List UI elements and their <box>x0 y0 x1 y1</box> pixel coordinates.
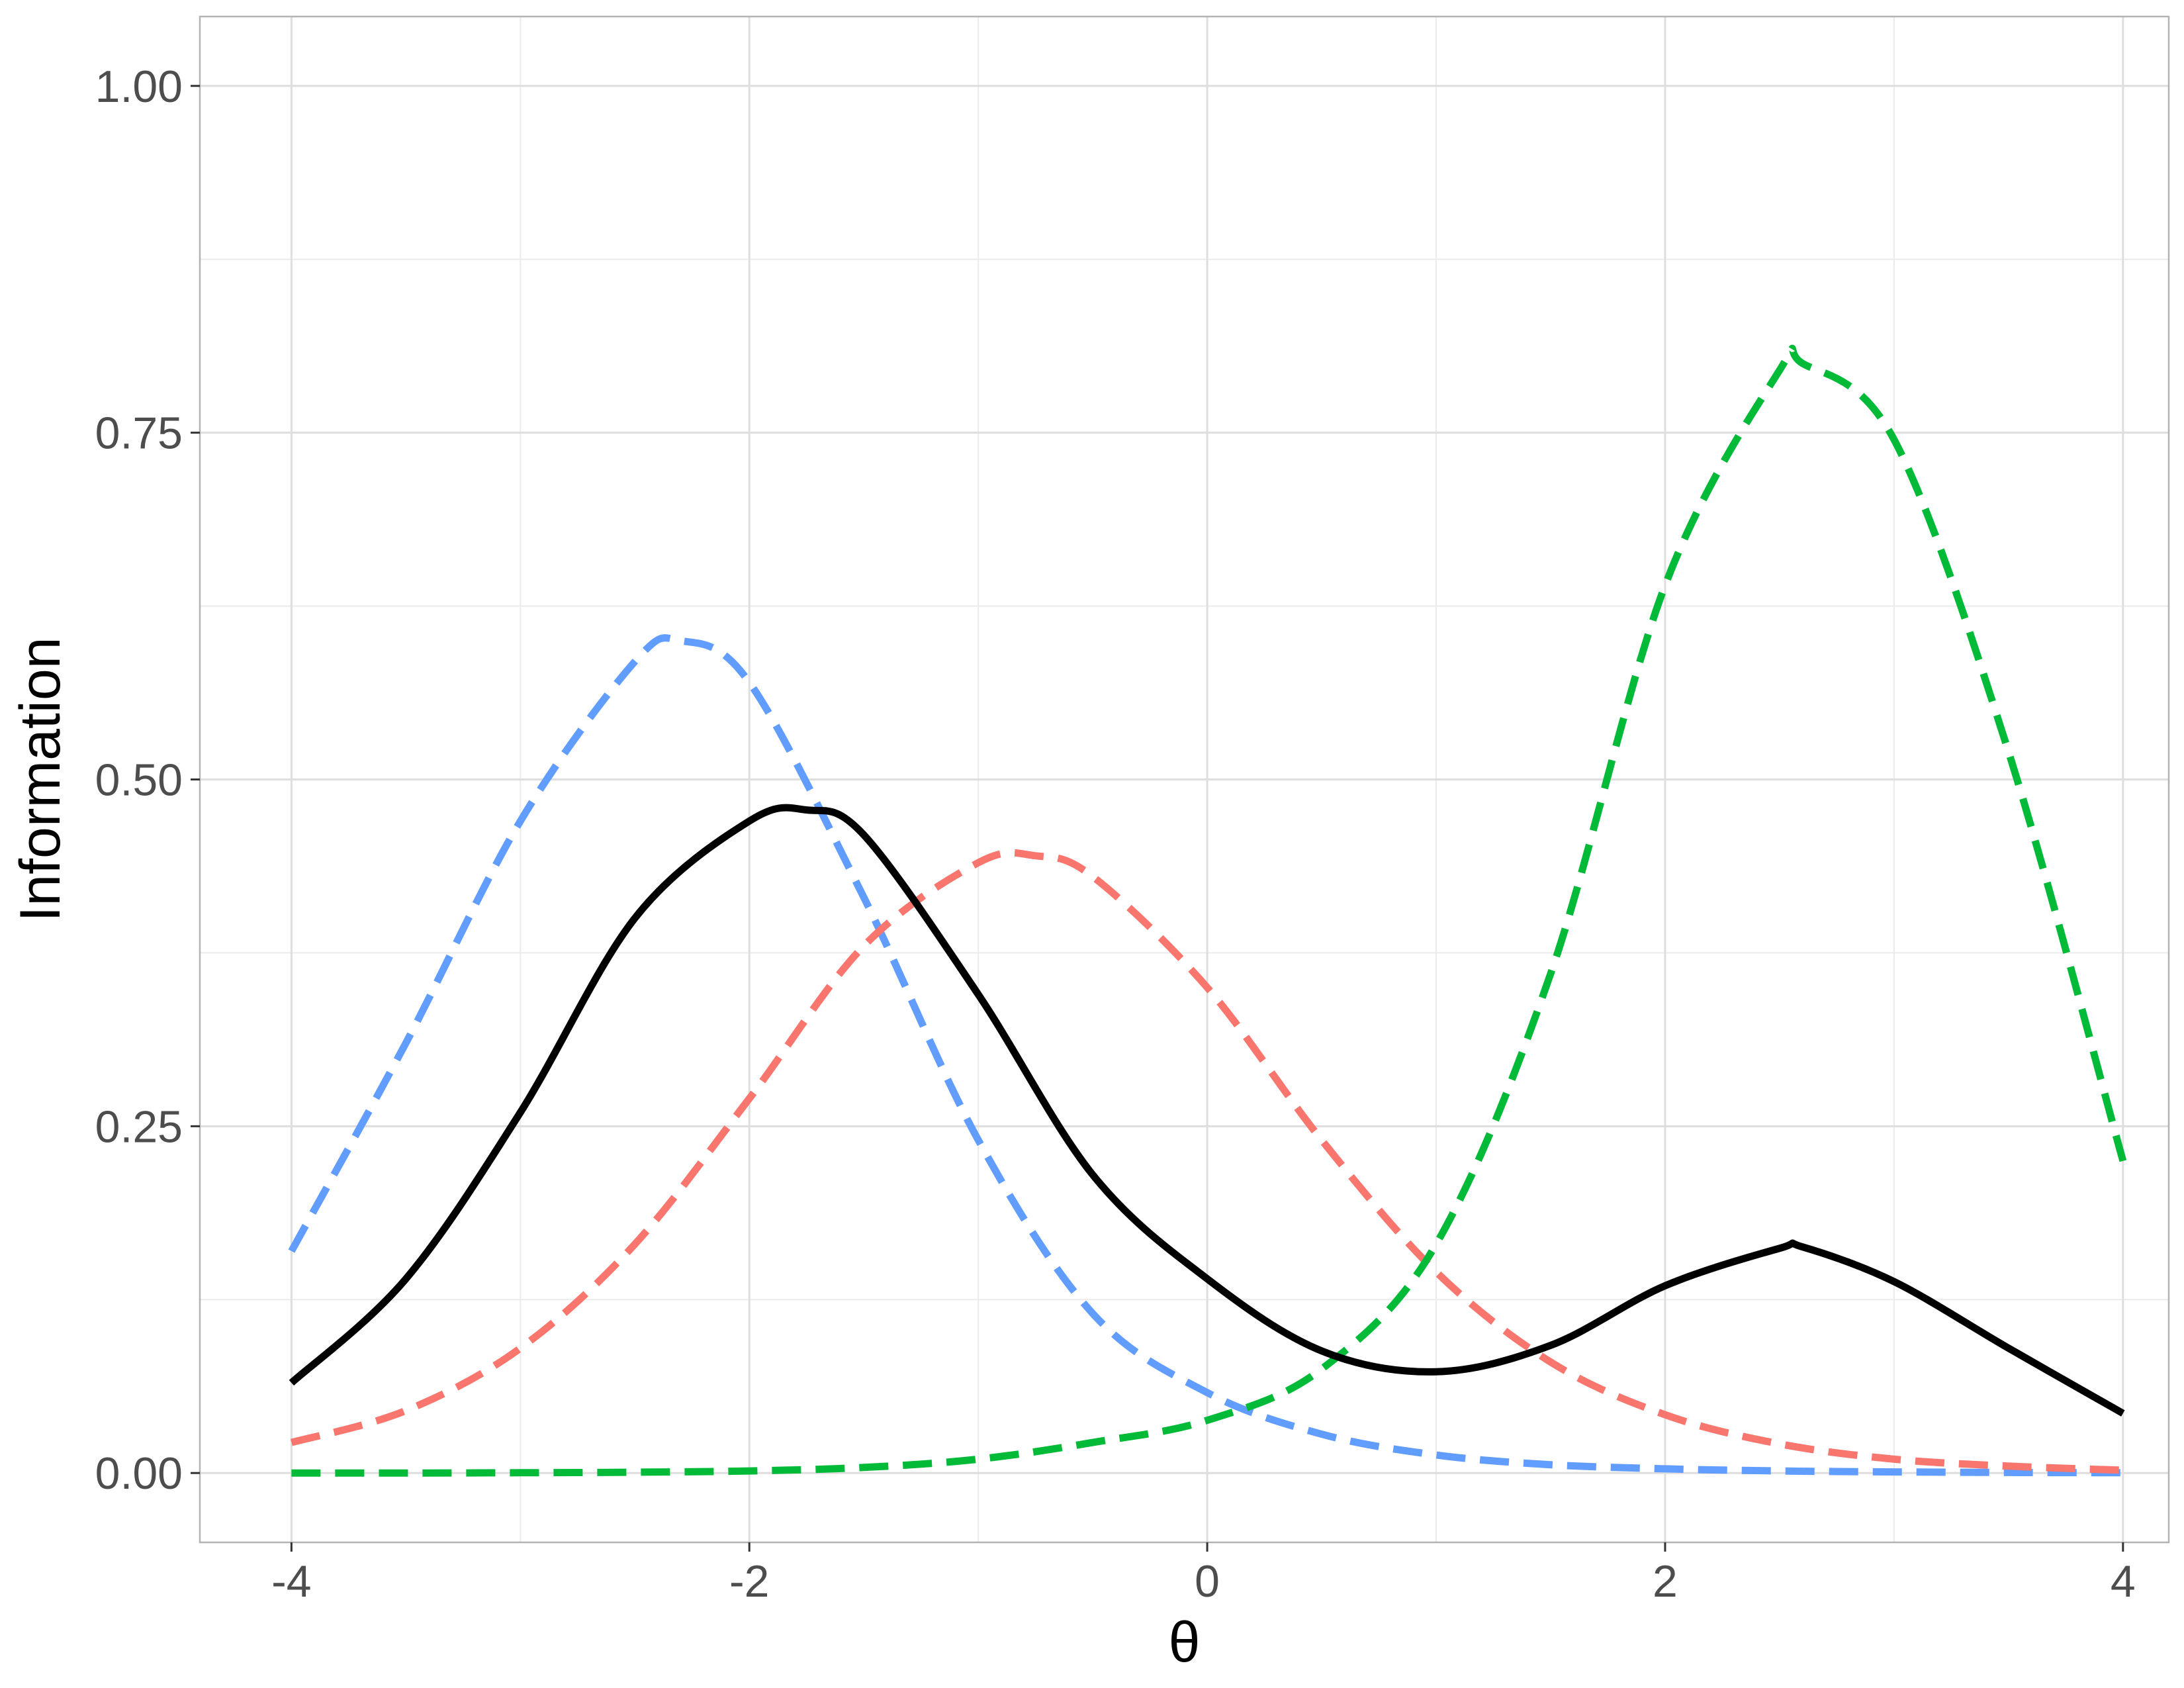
y-axis-title: Information <box>9 637 72 921</box>
y-tick-label: 0.50 <box>95 755 183 806</box>
x-tick-label: 2 <box>1653 1556 1678 1607</box>
series-line-4 <box>291 344 2127 1477</box>
y-tick-label: 0.00 <box>95 1448 183 1499</box>
x-axis-ticks: -4 -2 0 2 4 <box>271 1542 2136 1607</box>
series-line-2 <box>288 634 2123 1477</box>
y-tick-label: 0.25 <box>95 1102 183 1152</box>
y-axis-ticks: 0.00 0.25 0.50 0.75 1.00 <box>95 62 200 1499</box>
series-line-3 <box>290 849 2123 1474</box>
x-axis-title: θ <box>1169 1611 1201 1674</box>
x-tick-label: -4 <box>271 1556 311 1607</box>
series-line-1 <box>289 804 2125 1417</box>
series-layer <box>288 344 2127 1477</box>
x-tick-label: 4 <box>2111 1556 2136 1607</box>
grid <box>200 17 2169 1542</box>
y-tick-label: 0.75 <box>95 408 183 459</box>
y-tick-label: 1.00 <box>95 62 183 112</box>
x-tick-label: 0 <box>1195 1556 1220 1607</box>
x-tick-label: -2 <box>729 1556 769 1607</box>
